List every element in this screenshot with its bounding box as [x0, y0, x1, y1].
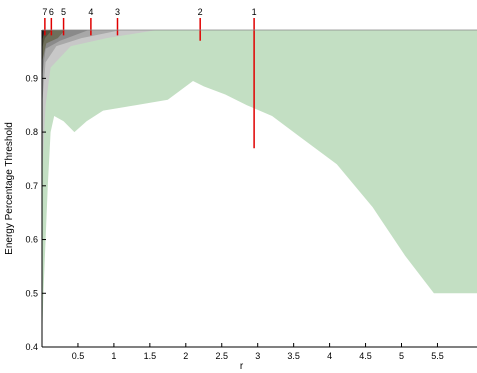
marker-label-7: 7 — [42, 7, 47, 17]
y-tick-label: 0.9 — [25, 73, 38, 83]
x-tick-label: 4.5 — [359, 351, 372, 361]
x-tick-label: 5 — [399, 351, 404, 361]
y-tick-label: 0.5 — [25, 288, 38, 298]
marker-label-6: 6 — [49, 7, 54, 17]
marker-label-2: 2 — [198, 7, 203, 17]
y-tick-label: 0.7 — [25, 181, 38, 191]
marker-label-3: 3 — [115, 7, 120, 17]
region-7 — [42, 30, 47, 41]
marker-label-5: 5 — [61, 7, 66, 17]
x-tick-label: 5.5 — [431, 351, 444, 361]
region-layer — [42, 30, 477, 342]
y-tick-label: 0.8 — [25, 127, 38, 137]
x-tick-label: 1.5 — [144, 351, 157, 361]
x-tick-label: 0.5 — [72, 351, 85, 361]
y-tick-label: 0.6 — [25, 235, 38, 245]
x-tick-label: 3 — [255, 351, 260, 361]
axes: 0.5 1 1.5 2 2.5 3 3.5 4 4.5 5 5.5 0.4 0.5 0.6 0.7 0.8 0.… — [25, 29, 477, 361]
x-tick-label: 4 — [327, 351, 332, 361]
y-axis-label: Energy Percentage Threshold — [4, 122, 15, 255]
x-tick-label: 3.5 — [287, 351, 300, 361]
marker-label-1: 1 — [252, 7, 257, 17]
x-tick-label: 2 — [183, 351, 188, 361]
x-tick-label: 1 — [111, 351, 116, 361]
marker-label-4: 4 — [88, 7, 93, 17]
marker-layer: 1 2 3 4 567 — [42, 7, 257, 149]
region-1 — [42, 30, 477, 342]
region-5 — [42, 30, 65, 63]
y-tick-label: 0.4 — [25, 342, 38, 352]
x-axis-label: r — [240, 361, 244, 372]
x-tick-label: 2.5 — [215, 351, 228, 361]
region-4 — [42, 30, 89, 79]
